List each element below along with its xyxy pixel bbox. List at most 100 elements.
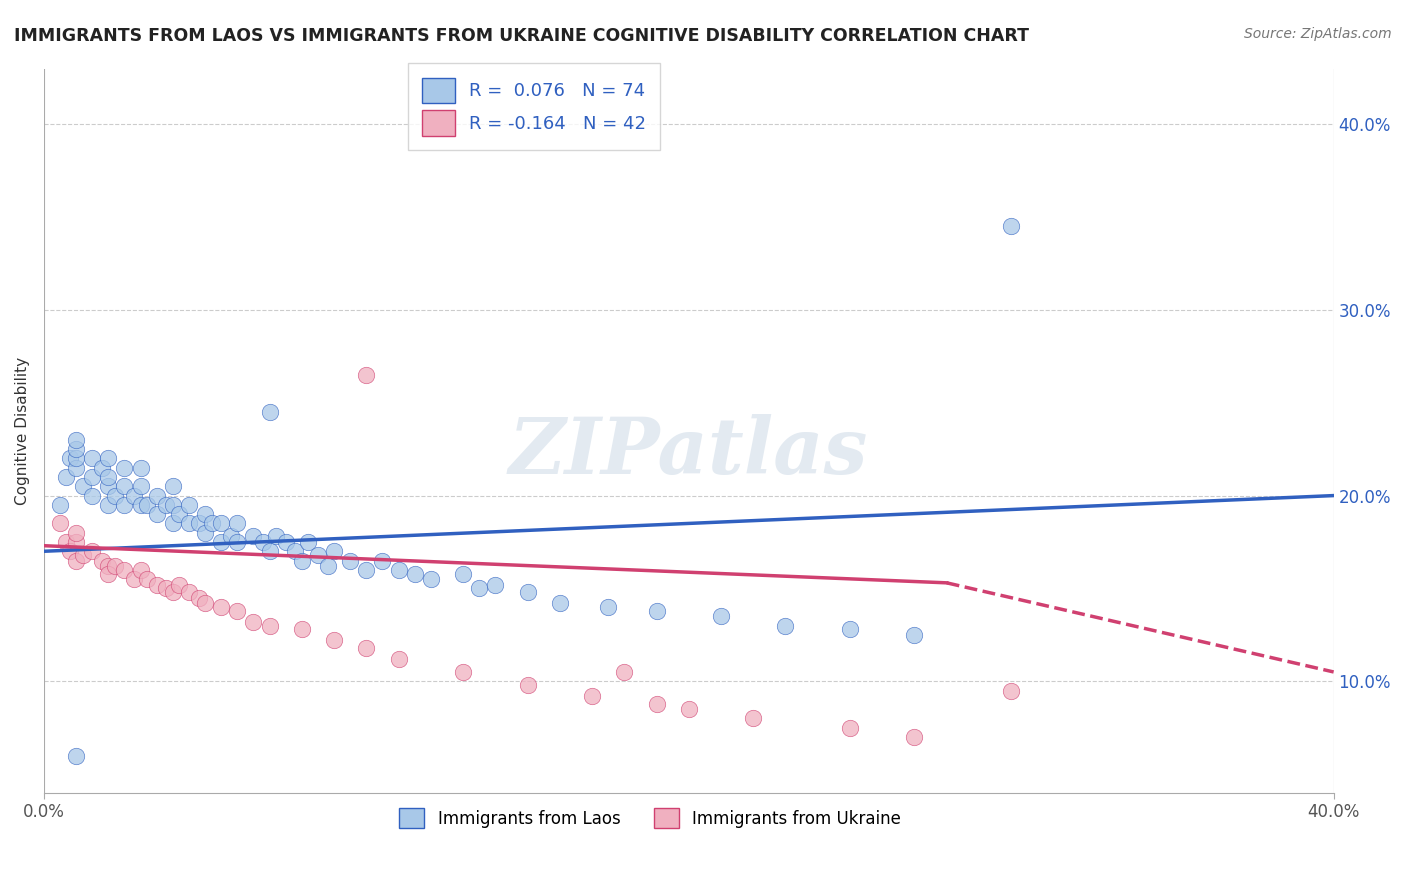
Point bbox=[839, 622, 862, 636]
Point bbox=[226, 604, 249, 618]
Point bbox=[307, 548, 329, 562]
Point bbox=[259, 405, 281, 419]
Point bbox=[451, 665, 474, 679]
Point bbox=[645, 604, 668, 618]
Point bbox=[316, 559, 339, 574]
Point bbox=[59, 451, 82, 466]
Point bbox=[65, 433, 87, 447]
Point bbox=[226, 535, 249, 549]
Point bbox=[242, 529, 264, 543]
Point bbox=[136, 498, 159, 512]
Point bbox=[209, 535, 232, 549]
Point bbox=[162, 585, 184, 599]
Y-axis label: Cognitive Disability: Cognitive Disability bbox=[15, 357, 30, 505]
Point bbox=[187, 591, 209, 605]
Point bbox=[581, 689, 603, 703]
Point bbox=[839, 721, 862, 735]
Point bbox=[226, 516, 249, 531]
Point bbox=[162, 479, 184, 493]
Point bbox=[356, 563, 378, 577]
Point bbox=[678, 702, 700, 716]
Point bbox=[169, 577, 191, 591]
Point bbox=[187, 516, 209, 531]
Point bbox=[122, 489, 145, 503]
Point bbox=[356, 368, 378, 382]
Point bbox=[264, 529, 287, 543]
Point bbox=[419, 572, 441, 586]
Point bbox=[274, 535, 297, 549]
Point bbox=[114, 460, 136, 475]
Text: IMMIGRANTS FROM LAOS VS IMMIGRANTS FROM UKRAINE COGNITIVE DISABILITY CORRELATION: IMMIGRANTS FROM LAOS VS IMMIGRANTS FROM … bbox=[14, 27, 1029, 45]
Point bbox=[145, 507, 167, 521]
Point bbox=[97, 479, 120, 493]
Point bbox=[97, 498, 120, 512]
Point bbox=[145, 489, 167, 503]
Point bbox=[598, 599, 620, 614]
Point bbox=[516, 585, 538, 599]
Point bbox=[72, 548, 94, 562]
Point bbox=[371, 553, 394, 567]
Text: ZIPatlas: ZIPatlas bbox=[509, 414, 869, 491]
Point bbox=[59, 544, 82, 558]
Point bbox=[55, 470, 77, 484]
Point bbox=[252, 535, 274, 549]
Point bbox=[65, 553, 87, 567]
Point bbox=[775, 618, 797, 632]
Point bbox=[129, 563, 152, 577]
Point bbox=[104, 489, 127, 503]
Point bbox=[297, 535, 319, 549]
Point bbox=[177, 585, 200, 599]
Point bbox=[114, 498, 136, 512]
Point bbox=[162, 516, 184, 531]
Point bbox=[65, 535, 87, 549]
Point bbox=[242, 615, 264, 629]
Point bbox=[82, 451, 104, 466]
Point bbox=[209, 599, 232, 614]
Point bbox=[200, 516, 222, 531]
Point bbox=[219, 529, 242, 543]
Point bbox=[97, 470, 120, 484]
Point bbox=[387, 563, 409, 577]
Point bbox=[129, 460, 152, 475]
Point bbox=[548, 596, 571, 610]
Point bbox=[129, 479, 152, 493]
Point bbox=[451, 566, 474, 581]
Point bbox=[516, 678, 538, 692]
Point bbox=[259, 618, 281, 632]
Point bbox=[194, 596, 217, 610]
Point bbox=[49, 516, 72, 531]
Point bbox=[145, 577, 167, 591]
Point bbox=[387, 652, 409, 666]
Point bbox=[1000, 683, 1022, 698]
Point bbox=[65, 525, 87, 540]
Point bbox=[291, 622, 314, 636]
Point bbox=[177, 516, 200, 531]
Point bbox=[104, 559, 127, 574]
Point bbox=[177, 498, 200, 512]
Point bbox=[114, 563, 136, 577]
Point bbox=[710, 609, 733, 624]
Point bbox=[903, 628, 925, 642]
Point bbox=[65, 460, 87, 475]
Point bbox=[155, 582, 177, 596]
Point bbox=[323, 544, 346, 558]
Point bbox=[97, 566, 120, 581]
Point bbox=[114, 479, 136, 493]
Point bbox=[162, 498, 184, 512]
Point bbox=[468, 582, 491, 596]
Point bbox=[97, 559, 120, 574]
Text: Source: ZipAtlas.com: Source: ZipAtlas.com bbox=[1244, 27, 1392, 41]
Point bbox=[65, 451, 87, 466]
Point bbox=[155, 498, 177, 512]
Point bbox=[742, 711, 765, 725]
Point bbox=[65, 748, 87, 763]
Point bbox=[90, 460, 112, 475]
Point bbox=[72, 479, 94, 493]
Point bbox=[55, 535, 77, 549]
Legend: Immigrants from Laos, Immigrants from Ukraine: Immigrants from Laos, Immigrants from Uk… bbox=[392, 801, 907, 835]
Point bbox=[82, 544, 104, 558]
Point bbox=[194, 507, 217, 521]
Point bbox=[136, 572, 159, 586]
Point bbox=[122, 572, 145, 586]
Point bbox=[339, 553, 361, 567]
